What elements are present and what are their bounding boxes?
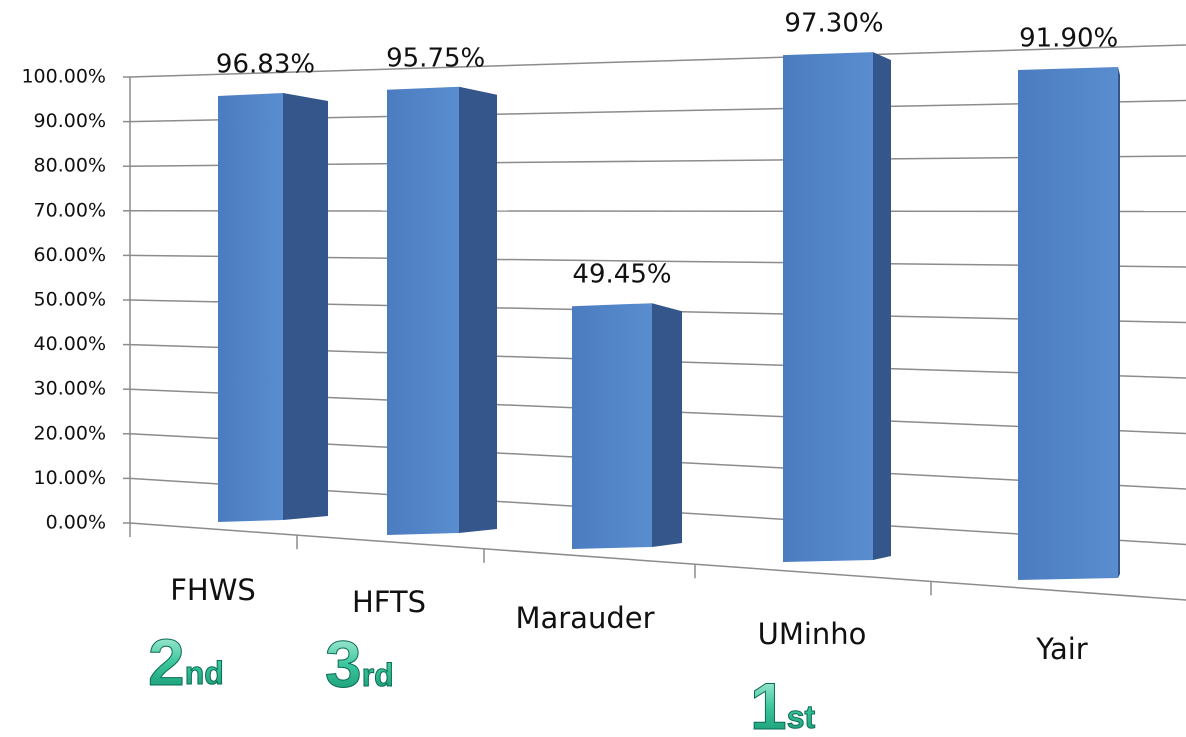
x-tick-label: HFTS [352,585,426,619]
y-tick-label: 40.00% [34,333,106,355]
x-tick-label: Yair [1035,632,1088,666]
value-label: 91.90% [1019,24,1118,54]
value-label: 97.30% [784,9,883,39]
bar-side [652,303,682,547]
y-tick-label: 90.00% [34,110,106,132]
bar-side [873,52,891,561]
y-tick-label: 30.00% [34,378,106,400]
grid-line [129,522,1186,601]
rank-annotation: 3rd [325,627,394,701]
y-tick-label: 20.00% [34,422,106,444]
y-tick-label: 10.00% [34,467,106,489]
bar [387,86,459,536]
bar-side [283,92,328,520]
rank-annotation: 2nd [148,625,224,699]
bar [218,92,283,522]
y-tick-label: 70.00% [34,199,106,221]
bar-side [1118,67,1120,578]
grid-line [129,44,1186,78]
value-label: 95.75% [386,43,485,73]
rank-annotation: 1st [750,669,816,737]
y-tick-label: 50.00% [34,289,106,311]
bar [1018,67,1118,580]
bar [783,52,873,563]
bar [572,303,652,549]
y-tick-label: 60.00% [34,244,106,266]
y-tick-label: 80.00% [34,155,106,177]
y-tick-label: 0.00% [46,512,106,534]
value-label: 49.45% [572,260,671,290]
x-tick-label: FHWS [170,573,256,607]
bar-side [459,86,497,534]
x-tick-label: Marauder [515,601,654,635]
y-tick-label: 100.00% [21,66,106,88]
value-label: 96.83% [216,49,315,79]
x-tick-label: UMinho [758,617,867,651]
